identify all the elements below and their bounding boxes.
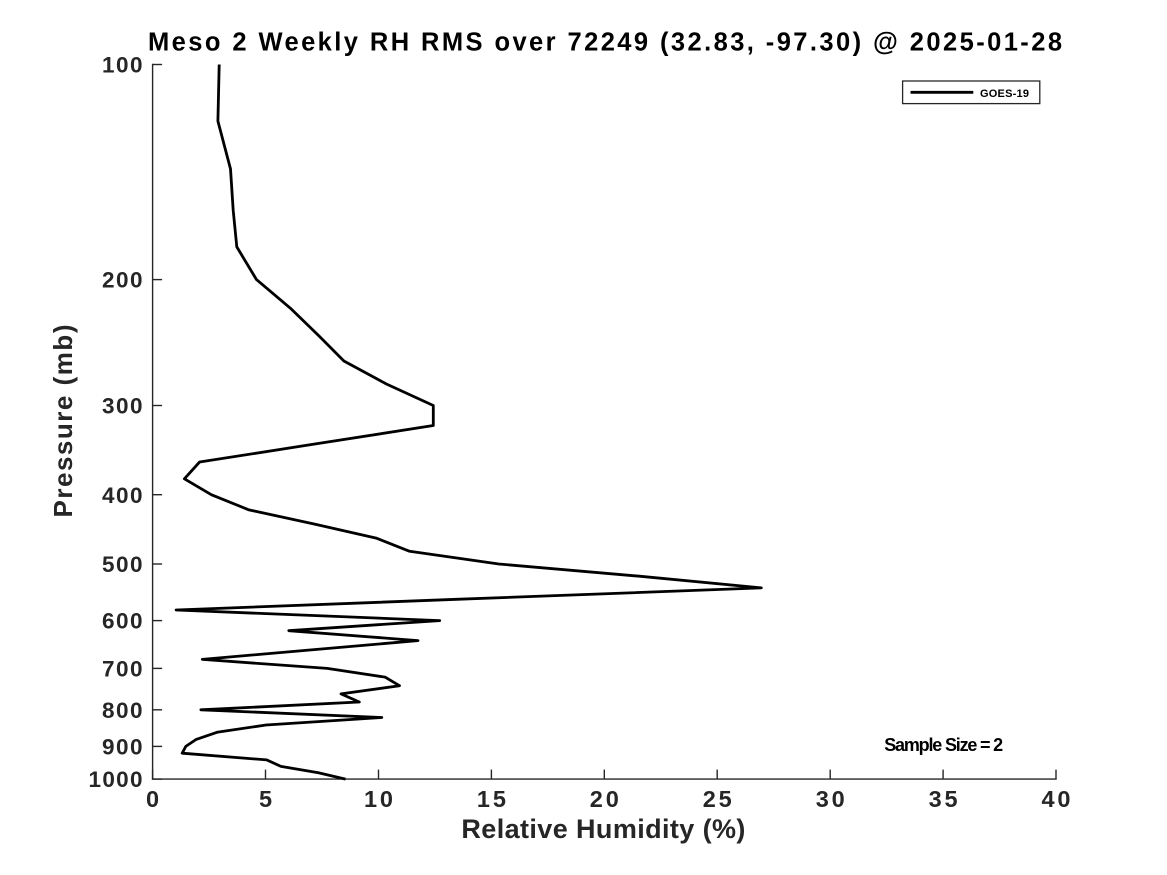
svg-text:900: 900 <box>102 735 143 760</box>
svg-text:Relative Humidity (%): Relative Humidity (%) <box>461 814 745 844</box>
svg-text:GOES-19: GOES-19 <box>980 88 1029 100</box>
svg-text:Pressure (mb): Pressure (mb) <box>48 325 78 518</box>
svg-text:Sample Size = 2: Sample Size = 2 <box>884 735 1003 755</box>
svg-text:400: 400 <box>102 483 143 508</box>
svg-text:1000: 1000 <box>89 767 143 792</box>
svg-text:500: 500 <box>102 552 143 577</box>
svg-text:5: 5 <box>259 786 272 812</box>
svg-text:200: 200 <box>102 268 143 293</box>
svg-text:0: 0 <box>146 786 159 812</box>
svg-text:Meso 2 Weekly RH RMS over 7224: Meso 2 Weekly RH RMS over 72249 (32.83, … <box>148 29 1062 57</box>
svg-text:600: 600 <box>102 609 143 634</box>
svg-text:700: 700 <box>102 657 143 682</box>
svg-text:100: 100 <box>102 53 143 78</box>
svg-text:800: 800 <box>102 698 143 723</box>
svg-text:300: 300 <box>102 394 143 419</box>
